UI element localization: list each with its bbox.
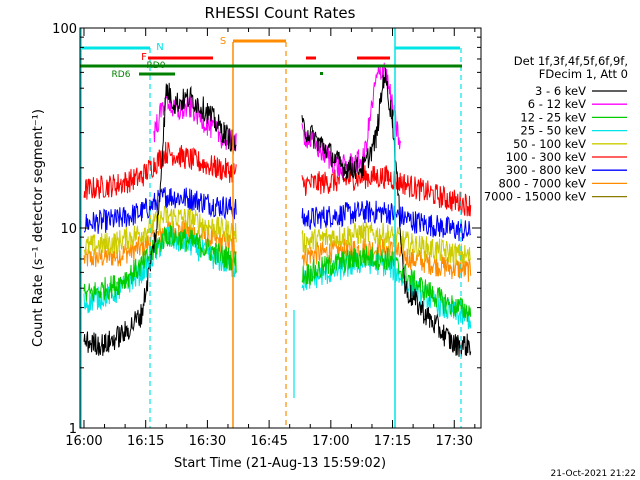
series-line-100-300-kev: [83, 141, 472, 217]
legend-label-100-300-kev: 100 - 300 keV: [506, 150, 586, 164]
x-axis-label: Start Time (21-Aug-13 15:59:02): [174, 456, 386, 471]
y-tick-label: 1: [69, 422, 77, 437]
legend-header-line-2: FDecim 1, Att 0: [539, 67, 628, 81]
legend-label-800-7000-kev: 800 - 7000 keV: [498, 176, 586, 190]
series-line-50-100-kev: [83, 205, 472, 266]
x-tick-label: 16:15: [127, 434, 164, 449]
x-tick-label: 17:30: [436, 434, 473, 449]
legend-header-line-1: Det 1f,3f,4f,5f,6f,9f,: [514, 54, 628, 68]
legend-label-7000-15000-kev: 7000 - 15000 keV: [484, 190, 586, 204]
y-axis: 1 10 100: [52, 22, 481, 437]
x-tick-label: 17:15: [374, 434, 411, 449]
plot-area: NF S RD0 RD6: [80, 28, 472, 428]
rd-dot: [320, 72, 323, 75]
y-tick-label: 100: [52, 22, 77, 37]
y-axis-label: Count Rate (s⁻¹ detector segment⁻¹): [31, 109, 46, 347]
chart-title: RHESSI Count Rates: [205, 4, 356, 22]
x-tick-label: 17:00: [312, 434, 349, 449]
annotation-rd0: RD0: [147, 61, 166, 71]
legend-label-12-25-kev: 12 - 25 keV: [520, 110, 586, 124]
timestamp: 21-Oct-2021 21:22: [551, 469, 636, 479]
x-axis: 16:00 16:15 16:30 16:45 17:00 17:15 17:30: [65, 28, 476, 449]
annotation-n: N: [156, 42, 163, 53]
legend-label-3-6-kev: 3 - 6 keV: [535, 84, 586, 98]
legend-label-50-100-kev: 50 - 100 keV: [513, 137, 586, 151]
y-tick-label: 10: [60, 222, 77, 237]
legend-label-25-50-kev: 25 - 50 keV: [520, 124, 586, 138]
legend-label-6-12-kev: 6 - 12 keV: [528, 97, 586, 111]
series-line-12-25-kev: [83, 224, 472, 322]
series-line-800-7000-kev: [83, 218, 472, 283]
series-line-3-6-kev: [83, 67, 472, 357]
x-tick-label: 16:30: [189, 434, 226, 449]
x-tick-label: 16:45: [250, 434, 287, 449]
annotation-f: F: [141, 52, 147, 63]
annotation-rd6: RD6: [112, 70, 131, 80]
annotation-s: S: [220, 36, 226, 47]
legend-label-300-800-kev: 300 - 800 keV: [506, 163, 586, 177]
x-tick-label: 16:00: [65, 434, 102, 449]
legend: Det 1f,3f,4f,5f,6f,9f, FDecim 1, Att 0 3…: [484, 54, 628, 204]
